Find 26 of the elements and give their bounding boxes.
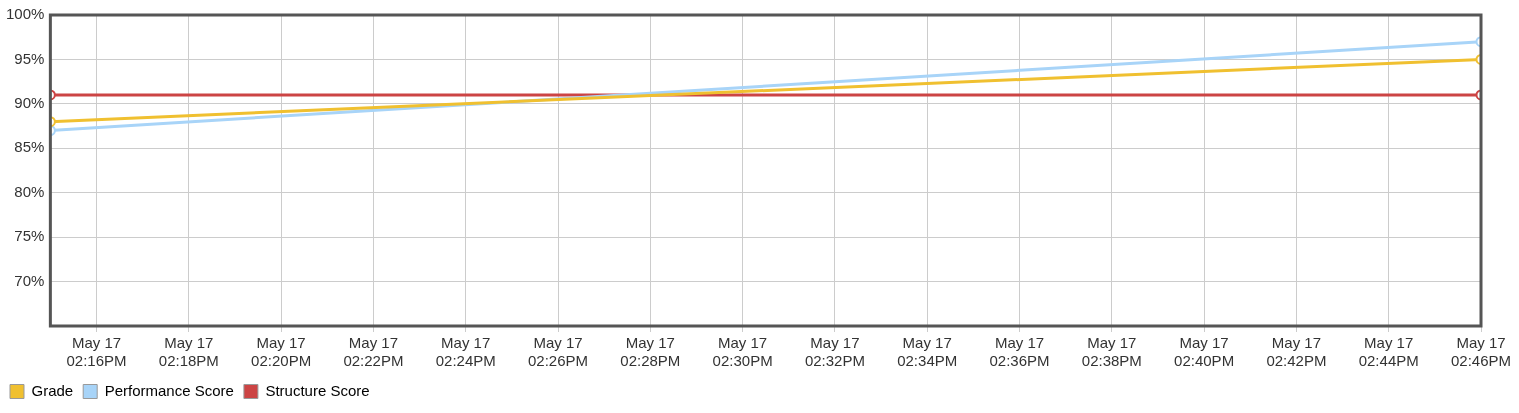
x-tick-label: May 17 02:40PM (1174, 334, 1235, 370)
y-tick-label: 75% (14, 227, 45, 245)
x-tick-label: May 17 02:42PM (1266, 334, 1327, 370)
y-tick-label: 85% (14, 138, 45, 156)
y-tick-label: 95% (14, 49, 45, 67)
y-tick-label: 100% (5, 5, 45, 23)
x-tick-label: May 17 02:22PM (343, 334, 404, 370)
x-tick-label: May 17 02:24PM (435, 334, 496, 370)
x-tick-label: May 17 02:26PM (527, 334, 589, 370)
x-tick-label: May 17 02:44PM (1358, 334, 1419, 370)
legend-label: Performance Score (104, 381, 234, 399)
x-tick-label: May 17 02:18PM (158, 334, 219, 370)
legend-label: Structure Score (265, 381, 370, 399)
x-tick-label: May 17 02:28PM (620, 334, 681, 370)
x-tick-label: May 17 02:20PM (251, 334, 312, 370)
x-tick-label: May 17 02:32PM (804, 334, 865, 370)
x-tick-label: May 17 02:34PM (897, 334, 958, 370)
x-tick-label: May 17 02:36PM (989, 334, 1050, 370)
y-tick-label: 70% (14, 271, 45, 289)
x-tick-label: May 17 02:38PM (1081, 334, 1142, 370)
legend-label: Grade (31, 381, 74, 399)
x-tick-label: May 17 02:16PM (66, 334, 127, 370)
x-tick-label: May 17 02:46PM (1450, 334, 1512, 370)
y-tick-label: 80% (14, 182, 45, 200)
y-tick-label: 90% (14, 94, 45, 111)
x-tick-label: May 17 02:30PM (712, 334, 773, 370)
